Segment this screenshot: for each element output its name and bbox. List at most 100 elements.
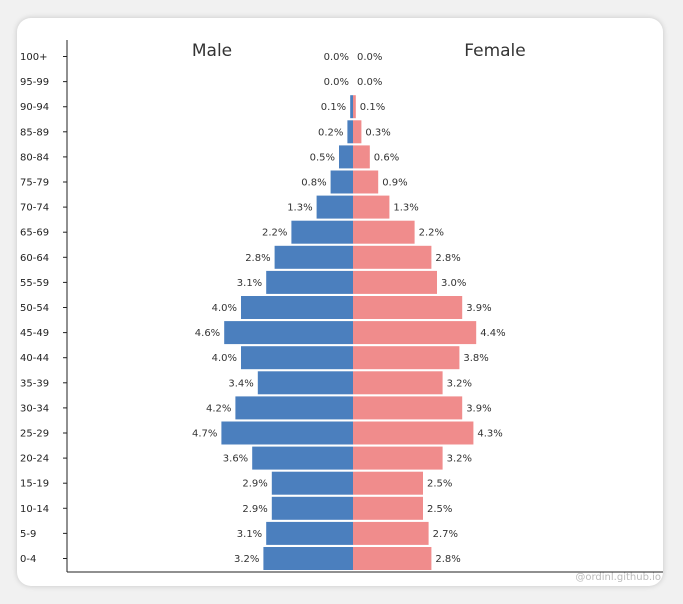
male-data-label: 4.6% [195,328,220,339]
male-bar [266,521,353,545]
age-group-tick-label: 30-34 [20,403,49,414]
female-data-label: 4.3% [477,429,502,440]
age-group-tick-label: 45-49 [20,328,49,339]
female-data-label: 3.0% [441,278,466,289]
female-data-label: 0.9% [382,178,407,189]
female-bar [353,270,437,294]
female-data-label: 2.7% [433,529,458,540]
female-data-label: 3.9% [466,303,491,314]
age-group-tick-label: 50-54 [20,303,49,314]
male-data-label: 3.2% [234,554,259,565]
female-data-label: 3.8% [463,353,488,364]
female-bar [353,371,443,395]
female-data-label: 0.1% [360,102,385,113]
female-data-label: 2.5% [427,504,452,515]
male-data-label: 2.9% [242,479,267,490]
female-bar [353,421,474,445]
male-data-label: 3.6% [223,454,248,465]
female-data-label: 0.0% [357,52,382,63]
male-bar [291,220,353,244]
female-data-label: 4.4% [480,328,505,339]
male-bar [347,120,353,144]
female-series-label: Female [464,41,525,61]
age-group-tick-label: 20-24 [20,454,49,465]
male-bar [274,245,353,269]
population-pyramid-chart: 100+ 0.0% 0.0% 95-99 0.0% 0.0% 90-94 0.1% 0.1% 85… [20,40,663,583]
age-group-tick-label: 70-74 [20,203,49,214]
male-bar [330,170,353,194]
age-group-tick-label: 15-19 [20,479,49,490]
male-data-label: 3.1% [237,278,262,289]
male-bar [271,496,353,520]
male-bar [271,471,353,495]
age-group-tick-label: 0-4 [20,554,36,565]
age-group-tick-label: 80-84 [20,152,49,163]
female-bar [353,296,463,319]
male-bar [224,321,353,345]
female-bar [353,496,423,520]
male-bar [241,346,353,370]
age-group-tick-label: 95-99 [20,77,49,88]
male-bar [252,446,353,470]
female-bar [353,170,379,194]
male-bar [221,421,353,445]
male-bar [241,296,353,319]
female-bar [353,321,477,345]
age-group-tick-label: 35-39 [20,378,49,389]
male-data-label: 2.2% [262,228,287,239]
male-data-label: 4.7% [192,429,217,440]
female-data-label: 2.5% [427,479,452,490]
male-data-label: 1.3% [287,203,312,214]
male-data-label: 4.0% [212,353,237,364]
female-bar [353,220,415,244]
female-bar [353,446,443,470]
female-data-label: 0.6% [374,152,399,163]
age-group-tick-label: 100+ [20,52,47,63]
female-data-label: 3.2% [447,378,472,389]
female-bar [353,396,463,420]
female-data-label: 1.3% [393,203,418,214]
male-bar [235,396,353,420]
female-data-label: 0.0% [357,77,382,88]
male-series-label: Male [192,41,232,61]
female-data-label: 0.3% [365,127,390,138]
female-data-label: 2.8% [435,554,460,565]
age-group-tick-label: 25-29 [20,429,49,440]
male-data-label: 0.1% [321,102,346,113]
male-data-label: 4.2% [206,403,231,414]
male-data-label: 0.5% [310,152,335,163]
male-bar [350,95,353,119]
female-bar [353,245,432,269]
female-bar [353,471,423,495]
age-group-tick-label: 85-89 [20,127,49,138]
male-data-label: 0.0% [324,77,349,88]
male-data-label: 0.0% [324,52,349,63]
age-group-tick-label: 75-79 [20,178,49,189]
male-data-label: 0.8% [301,178,326,189]
age-group-tick-label: 10-14 [20,504,49,515]
male-bar [257,371,353,395]
male-data-label: 0.2% [318,127,343,138]
age-group-tick-label: 90-94 [20,102,49,113]
male-data-label: 2.8% [245,253,270,264]
age-group-tick-label: 5-9 [20,529,36,540]
male-data-label: 3.1% [237,529,262,540]
female-data-label: 3.2% [447,454,472,465]
male-bar [339,145,353,169]
female-bar [353,145,370,169]
female-data-label: 2.2% [419,228,444,239]
chart-card: 100+ 0.0% 0.0% 95-99 0.0% 0.0% 90-94 0.1% 0.1% 85… [17,18,663,586]
female-bar [353,120,362,144]
male-data-label: 4.0% [212,303,237,314]
age-group-tick-label: 40-44 [20,353,49,364]
male-bar [266,270,353,294]
female-bar [353,346,460,370]
female-bar [353,547,432,570]
age-group-tick-label: 65-69 [20,228,49,239]
female-bar [353,195,390,219]
male-data-label: 2.9% [242,504,267,515]
female-bar [353,95,356,119]
female-bar [353,521,429,545]
watermark-text: @ordinl.github.io [575,572,661,583]
female-data-label: 2.8% [435,253,460,264]
